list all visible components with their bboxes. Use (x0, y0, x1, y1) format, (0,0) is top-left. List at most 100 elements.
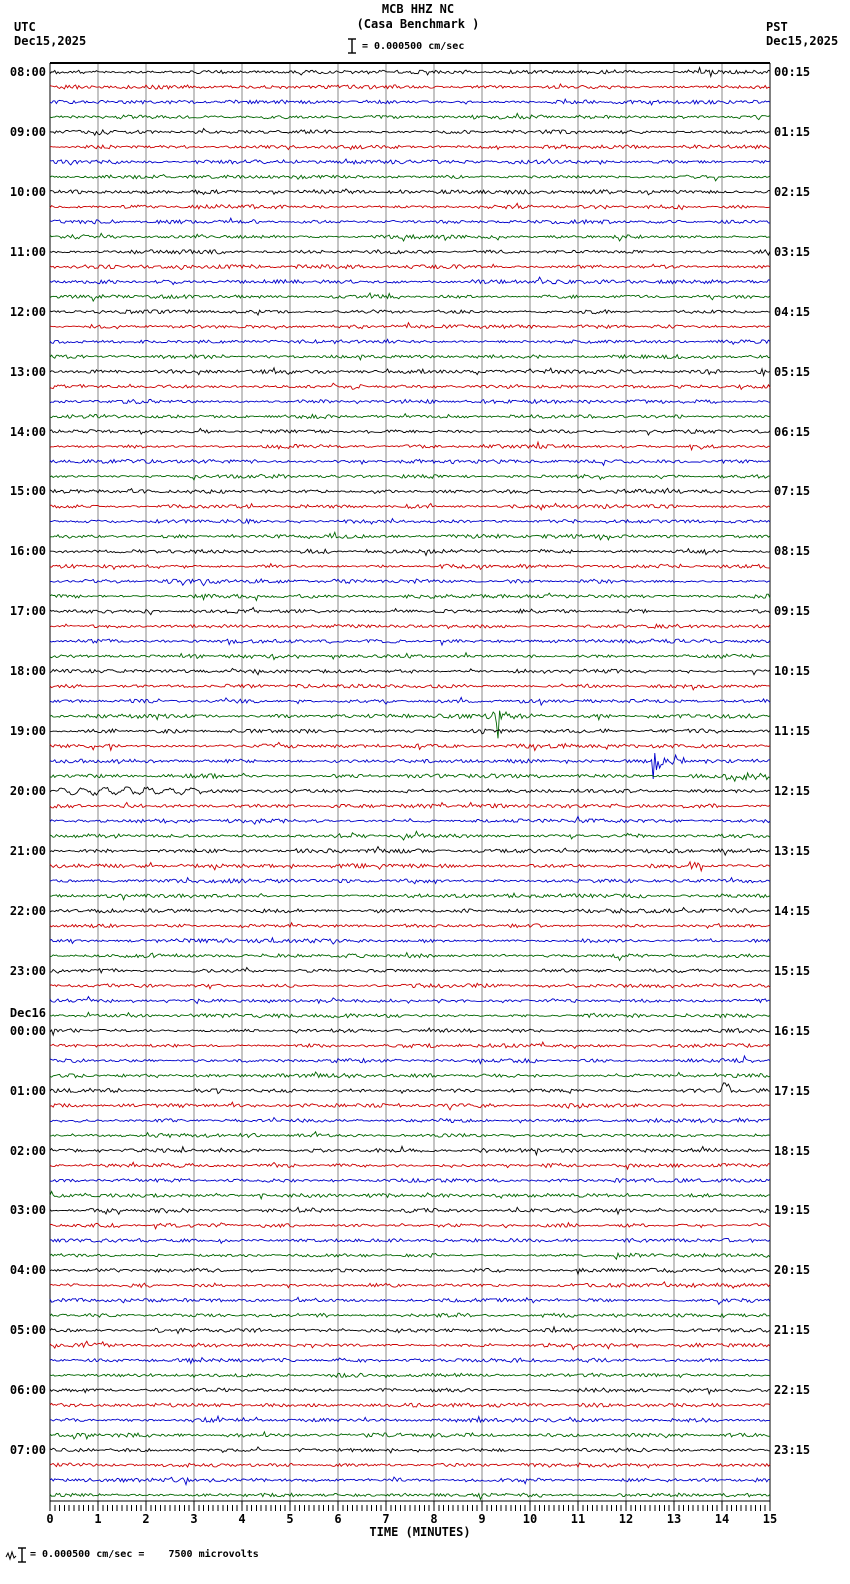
left-date-label: Dec15,2025 (14, 34, 87, 48)
seismo-trace (49, 458, 771, 467)
seismo-trace (49, 995, 771, 1005)
x-axis-tick-label: 3 (190, 1512, 198, 1526)
seismo-trace (49, 786, 771, 797)
utc-time-label: 13:00 (9, 364, 46, 379)
seismo-trace (49, 638, 771, 647)
utc-time-label: 21:00 (9, 843, 46, 858)
x-axis-tick-label: 14 (714, 1512, 730, 1526)
seismo-trace (49, 291, 771, 303)
pst-time-label: 16:15 (774, 1023, 811, 1038)
seismo-trace (49, 815, 771, 826)
seismo-trace (49, 1177, 771, 1184)
seismo-trace (49, 845, 771, 857)
x-axis-title: TIME (MINUTES) (369, 1525, 471, 1539)
utc-time-label: 22:00 (9, 903, 46, 918)
x-axis-tick-label: 10 (522, 1512, 538, 1526)
seismo-trace (49, 1082, 771, 1095)
utc-time-label: 16:00 (9, 544, 46, 559)
seismo-trace (49, 276, 771, 286)
seismo-trace (49, 1130, 771, 1139)
seismo-trace (49, 188, 771, 196)
utc-time-label: 06:00 (9, 1383, 46, 1398)
pst-time-label: 10:15 (774, 664, 811, 679)
seismo-trace (49, 1340, 771, 1351)
seismo-trace (49, 1280, 771, 1289)
seismo-trace (49, 1190, 770, 1201)
seismo-trace (49, 1430, 771, 1441)
utc-time-label: 09:00 (9, 124, 46, 139)
seismo-trace (49, 1054, 771, 1065)
seismo-trace (49, 248, 771, 257)
seismo-trace (49, 1372, 771, 1379)
seismo-trace (49, 1267, 771, 1276)
seismo-trace (49, 517, 771, 525)
pst-time-label: 02:15 (774, 184, 811, 199)
waveform-icon (5, 1550, 17, 1561)
seismo-trace (49, 1221, 771, 1231)
seismo-trace (49, 667, 771, 676)
seismo-trace (49, 427, 771, 436)
seismo-trace (49, 1296, 771, 1306)
seismo-trace (49, 321, 771, 330)
seismo-trace (49, 1312, 771, 1319)
seismo-trace (49, 1387, 771, 1396)
pst-time-label: 20:15 (774, 1263, 811, 1278)
seismo-trace (49, 1251, 771, 1261)
seismo-trace (49, 771, 771, 783)
seismo-trace (49, 366, 771, 378)
seismo-trace (49, 801, 771, 809)
utc-time-label: 11:00 (9, 244, 46, 259)
seismo-trace (49, 830, 771, 841)
seismo-trace (49, 487, 771, 495)
seismo-trace (49, 623, 771, 630)
x-axis-tick-label: 4 (238, 1512, 246, 1526)
utc-time-label: 18:00 (9, 664, 46, 679)
seismo-trace (49, 906, 771, 914)
seismo-trace (49, 1027, 771, 1037)
seismo-trace (49, 1071, 771, 1079)
pst-time-label: 04:15 (774, 304, 811, 319)
utc-time-label: 20:00 (9, 784, 46, 798)
scale-bar-icon (348, 38, 356, 54)
pst-time-label: 17:15 (774, 1083, 811, 1098)
seismo-trace (49, 1462, 771, 1469)
pst-time-label: 03:15 (774, 244, 811, 259)
utc-time-label: 23:00 (9, 963, 46, 978)
seismo-trace (49, 1206, 771, 1216)
x-axis-tick-label: 8 (430, 1512, 438, 1526)
seismo-trace (49, 144, 771, 151)
seismo-trace (49, 112, 771, 121)
seismo-trace (49, 1237, 771, 1245)
seismo-trace (49, 728, 771, 735)
utc-time-label: 08:00 (9, 65, 46, 79)
seismo-trace (49, 1116, 771, 1124)
seismo-trace (49, 338, 771, 346)
seismo-trace (49, 1402, 771, 1408)
seismo-trace (49, 1414, 771, 1424)
seismo-trace (49, 592, 771, 602)
seismo-trace (49, 174, 771, 182)
seismo-trace (49, 1145, 771, 1157)
x-axis-tick-label: 15 (762, 1512, 778, 1526)
utc-time-label: 10:00 (9, 184, 46, 199)
pst-time-label: 00:15 (774, 65, 811, 79)
x-axis-tick-label: 11 (570, 1512, 586, 1526)
x-axis-tick-label: 12 (618, 1512, 634, 1526)
seismo-trace (49, 1040, 771, 1050)
seismo-trace (49, 577, 771, 587)
seismo-trace (49, 860, 771, 873)
scale-label: = 0.000500 cm/sec (362, 41, 465, 52)
pst-time-label: 09:15 (774, 604, 811, 619)
seismo-trace (49, 1492, 771, 1501)
seismo-trace (49, 683, 771, 691)
utc-time-label: 07:00 (9, 1443, 46, 1458)
utc-time-label: 02:00 (9, 1143, 46, 1158)
seismo-trace (49, 97, 771, 106)
seismo-trace (49, 382, 771, 391)
pst-time-label: 06:15 (774, 424, 811, 439)
seismo-trace (49, 158, 771, 166)
pst-time-label: 19:15 (774, 1203, 811, 1218)
seismo-trace (49, 1446, 771, 1454)
